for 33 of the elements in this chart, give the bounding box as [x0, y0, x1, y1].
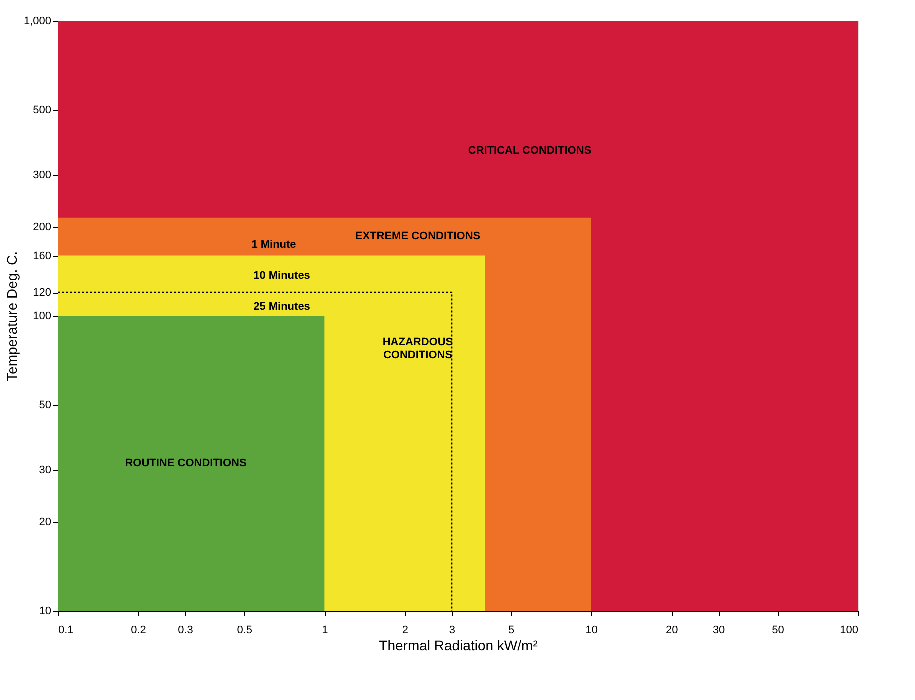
- y-tick-label: 1,000: [24, 16, 52, 28]
- x-tick-label: 3: [449, 624, 456, 636]
- x-tick-label: 0.5: [237, 624, 253, 636]
- annotation: 1 Minute: [252, 239, 296, 252]
- y-tick-label: 500: [33, 104, 52, 116]
- annotation: EXTREME CONDITIONS: [355, 230, 481, 242]
- y-tick-label: 50: [39, 399, 52, 412]
- x-tick-label: 10: [586, 624, 598, 636]
- x-axis-title: Thermal Radiation kW/m²: [379, 638, 538, 654]
- x-tick-label: 0.2: [131, 624, 146, 636]
- annotation: 25 Minutes: [254, 301, 310, 314]
- annotation: 10 Minutes: [254, 270, 310, 282]
- x-tick-label: 20: [666, 624, 678, 636]
- x-tick-label: 0.3: [178, 624, 194, 636]
- annotation: HAZARDOUS CONDITIONS: [382, 336, 454, 362]
- annotation: ROUTINE CONDITIONS: [125, 458, 247, 470]
- y-tick-label: 10: [39, 606, 52, 618]
- annotation: CRITICAL CONDITIONS: [468, 144, 592, 157]
- x-tick-label: 30: [712, 624, 726, 636]
- x-tick-label: 5: [508, 624, 515, 636]
- y-tick-label: 300: [33, 170, 52, 182]
- y-tick-label: 200: [33, 222, 52, 234]
- y-axis-title: Temperature Deg. C.: [4, 252, 20, 382]
- y-tick-label: 120: [33, 287, 52, 300]
- y-tick-label: 100: [33, 310, 52, 322]
- x-tick-label: 1: [322, 624, 328, 636]
- y-tick-label: 30: [39, 464, 52, 477]
- x-tick-label: 2: [402, 624, 409, 636]
- x-tick-label: 100: [840, 624, 858, 636]
- y-tick-label: 20: [39, 516, 52, 529]
- y-tick-label: 160: [33, 250, 52, 262]
- x-tick-label: 50: [772, 624, 784, 636]
- x-tick-label: 0.1: [58, 624, 74, 636]
